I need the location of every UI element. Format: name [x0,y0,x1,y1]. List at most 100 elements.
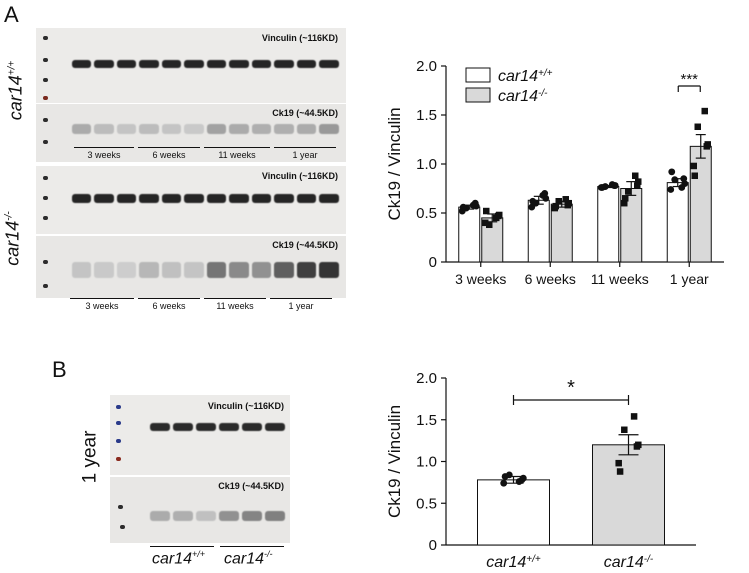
blot-band [251,262,271,278]
panel-b-ko-base: car14 [224,550,265,568]
band-row-vinculin-ko [70,194,340,203]
panel-b-wt-sup: +/+ [192,549,206,559]
band-row-ck19-wt [70,124,340,134]
blot-ck19-wt: Ck19 (~44.5KD) [36,104,346,162]
legend-label-base: car14 [498,88,538,105]
panel-b-wt-label: car14+/+ [152,549,205,568]
x-tick-label-sup: -/- [644,554,654,565]
genotype-ko-sup: -/- [3,211,15,221]
blot-band [116,124,136,134]
blot-band [229,262,249,278]
blot-band [264,423,285,431]
data-point [667,186,675,193]
data-point [703,143,710,150]
timepoint-label: 6 weeks [152,150,186,160]
data-point [622,195,629,202]
genotype-wt-base: car14 [5,75,26,121]
genotype-ko-label: car14-/- [3,211,24,265]
blot-band [184,124,204,134]
data-point [552,202,559,210]
blot-band [251,194,271,203]
band-row-ck19-ko [70,262,340,278]
timepoint-underline [204,147,270,148]
panel-b-ko-label: car14-/- [224,549,273,568]
blot-vinculin-wt: Vinculin (~116KD) [36,28,346,103]
bar [458,206,481,263]
blot-band [71,194,91,203]
panel-a-letter: A [4,2,19,27]
data-point [678,184,686,191]
data-point [562,196,569,203]
data-point [518,476,526,484]
blot-band [229,194,249,203]
ladder-marker [43,118,48,122]
blot-band [319,262,339,278]
timepoint-label: 3 weeks [87,150,121,160]
x-tick-label: 11 weeks [591,271,649,287]
timepoint-label: 3 weeks [85,301,119,311]
blot-band [229,124,249,134]
y-tick-label: 2.0 [416,58,437,75]
blot-band [172,511,193,521]
data-point [529,197,537,205]
timepoint-underline [70,298,134,299]
significance-label: *** [680,71,698,88]
data-point [701,107,708,115]
data-point [680,175,688,183]
ladder-marker [43,96,48,100]
blot-band [296,194,316,203]
ladder-marker [43,260,48,264]
ladder-marker [43,78,48,82]
band-row-vinculin-b [148,423,286,431]
blot-band [139,60,159,68]
data-point [635,178,642,185]
ladder-marker [116,439,121,443]
data-point [541,190,549,197]
timepoint-underline [138,298,200,299]
data-point [471,199,479,207]
blot-band [206,194,226,203]
blot-band [241,511,262,521]
panel-b-wt-base: car14 [152,550,193,568]
x-tick-label: 1 year [670,271,709,287]
legend-label-sup: -/- [538,88,548,99]
data-point [625,188,632,195]
y-tick-label: 0.5 [416,205,437,222]
y-tick-label: 1.0 [416,156,437,173]
blot-band [241,423,262,431]
blot-band [94,194,114,203]
y-tick-label: 1.0 [416,454,437,471]
blot-band [195,423,216,431]
x-tick-label-base: car14 [486,554,526,571]
y-tick-label: 1.5 [416,412,437,429]
legend-label: car14-/- [498,88,548,106]
genotype-underline [220,546,284,547]
blot-band [116,262,136,278]
blot-label: Ck19 (~44.5KD) [218,481,284,491]
blot-vinculin-b: Vinculin (~116KD) [110,395,290,475]
data-point [500,479,508,487]
blot-band [184,194,204,203]
timepoint-label: 11 weeks [218,150,256,160]
genotype-underline [150,546,214,547]
ladder-marker [116,405,121,409]
data-point [633,443,641,450]
data-point [615,459,622,467]
data-point [668,168,676,176]
data-point [564,201,571,209]
blot-band [161,124,181,134]
blot-band [218,423,239,431]
band-row-ck19-b [148,511,286,521]
ladder-marker [43,58,48,62]
bar [592,444,665,546]
legend-label: car14+/+ [498,68,553,86]
blot-band [139,262,159,278]
blot-band [71,124,91,134]
blot-band [319,60,339,68]
legend-label-base: car14 [498,68,538,85]
blot-band [274,60,294,68]
data-point [634,182,641,189]
blot-band [94,60,114,68]
blot-band [296,124,316,134]
significance-label: * [567,377,575,399]
